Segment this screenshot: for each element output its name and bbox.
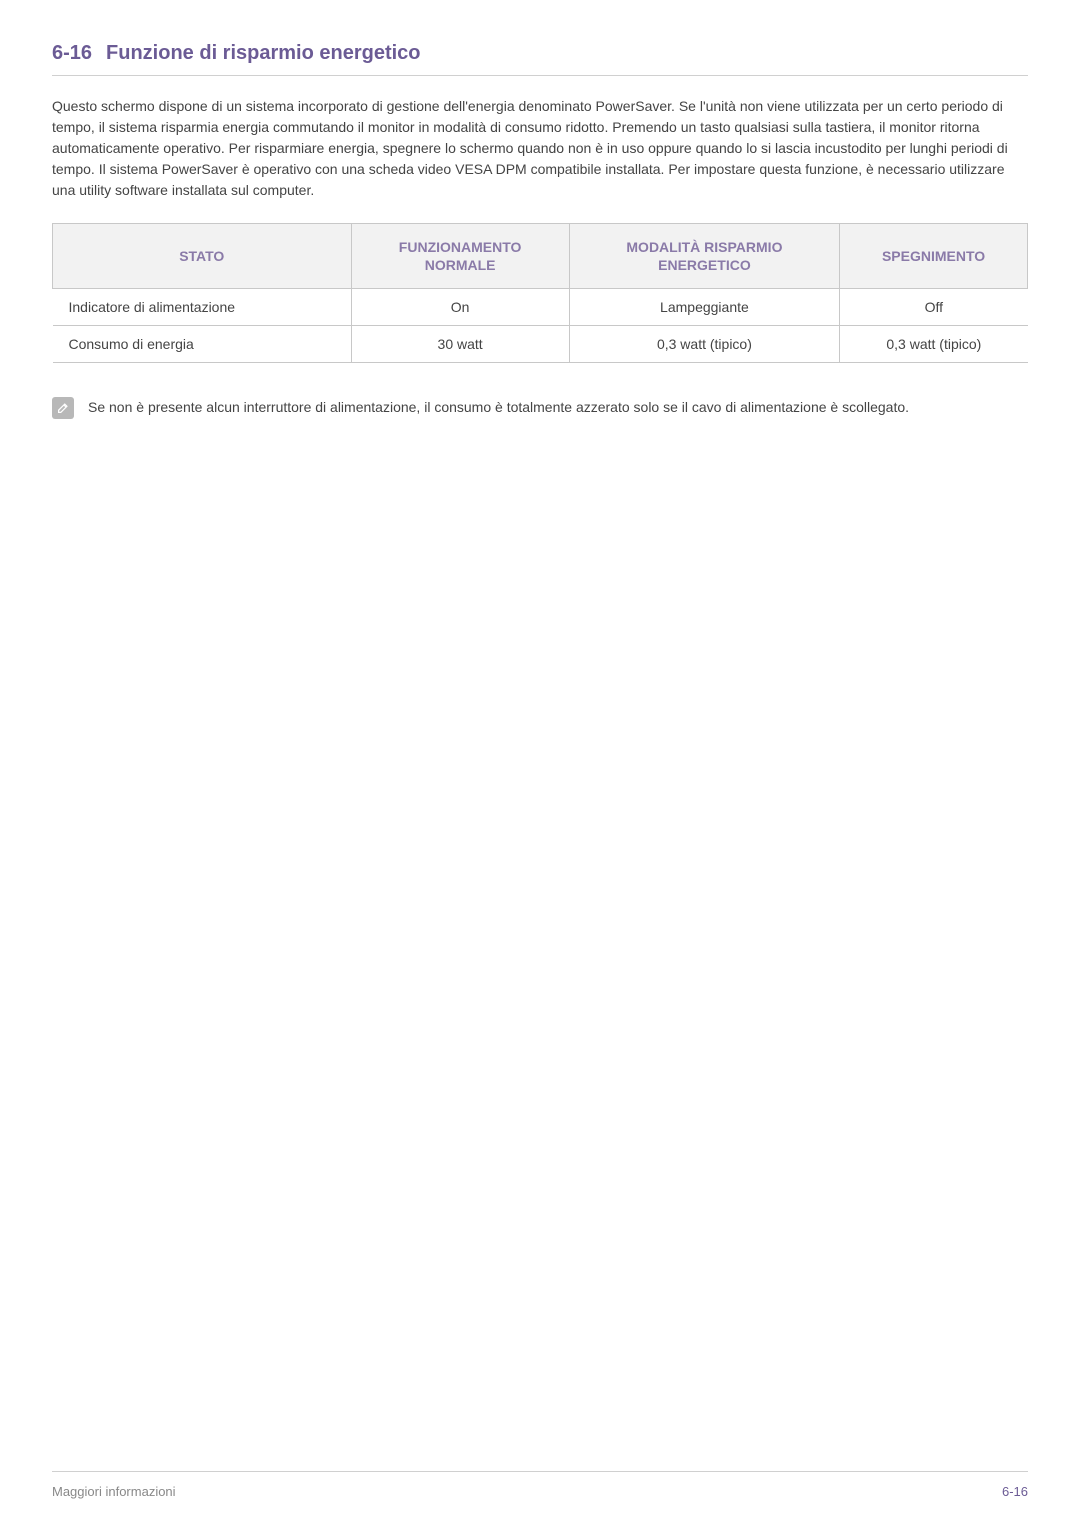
table-cell: On <box>351 289 569 326</box>
note-text: Se non è presente alcun interruttore di … <box>88 397 909 418</box>
pencil-icon <box>52 397 74 419</box>
intro-paragraph: Questo schermo dispone di un sistema inc… <box>52 96 1028 201</box>
table-header-risparmio: MODALITÀ RISPARMIOENERGETICO <box>569 224 839 289</box>
table-row: Indicatore di alimentazione On Lampeggia… <box>53 289 1028 326</box>
table-header-spegnimento: SPEGNIMENTO <box>840 224 1028 289</box>
table-cell: Consumo di energia <box>53 326 352 363</box>
footer-page-number: 6-16 <box>1002 1484 1028 1499</box>
page-footer: Maggiori informazioni 6-16 <box>52 1471 1028 1499</box>
footer-left: Maggiori informazioni <box>52 1484 176 1499</box>
table-cell: Lampeggiante <box>569 289 839 326</box>
section-number: 6-16 <box>52 42 92 64</box>
table-cell: 30 watt <box>351 326 569 363</box>
table-row: Consumo di energia 30 watt 0,3 watt (tip… <box>53 326 1028 363</box>
table-cell: 0,3 watt (tipico) <box>569 326 839 363</box>
table-header-stato: STATO <box>53 224 352 289</box>
power-states-table: STATO FUNZIONAMENTONORMALE MODALITÀ RISP… <box>52 223 1028 363</box>
table-cell: 0,3 watt (tipico) <box>840 326 1028 363</box>
table-header-normale: FUNZIONAMENTONORMALE <box>351 224 569 289</box>
table-cell: Off <box>840 289 1028 326</box>
note-block: Se non è presente alcun interruttore di … <box>52 397 1028 419</box>
section-heading: 6-16 Funzione di risparmio energetico <box>52 42 1028 76</box>
table-cell: Indicatore di alimentazione <box>53 289 352 326</box>
section-title: Funzione di risparmio energetico <box>106 42 421 64</box>
